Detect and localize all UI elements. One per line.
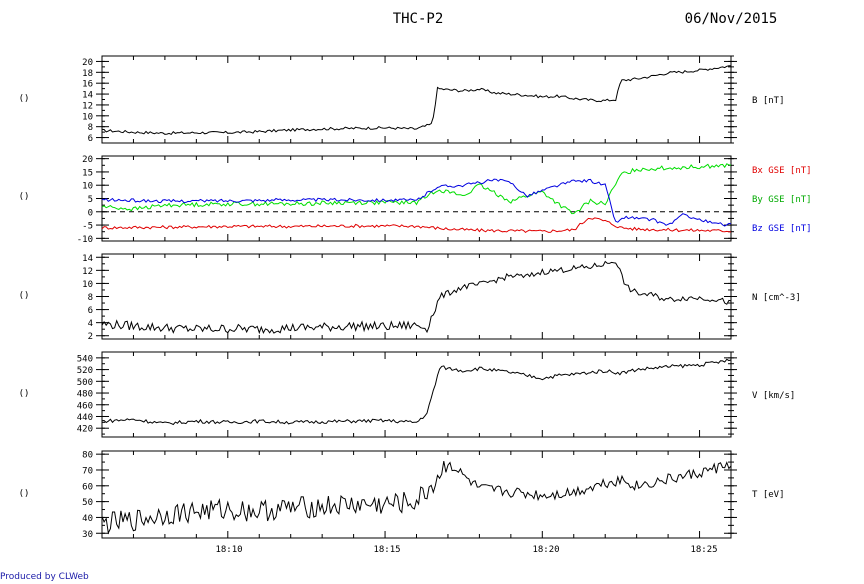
y-tick-label: 520 bbox=[77, 366, 93, 376]
y-tick-label: 480 bbox=[77, 390, 93, 400]
x-tick-label: 18:10 bbox=[215, 545, 242, 555]
panel-v: () V [km/s] bbox=[19, 389, 796, 401]
y-tick-label: 70 bbox=[82, 466, 93, 476]
y-tick-label: 4 bbox=[88, 319, 93, 329]
chart-marks: 68101214161820-10-5051015202468101214420… bbox=[77, 55, 737, 540]
series-line-n-0 bbox=[101, 260, 732, 335]
y-tick-label: 0 bbox=[88, 208, 93, 218]
y-tick-label: 2 bbox=[88, 332, 93, 342]
panel-bgse: () Bx GSE [nT] By GSE [nT] Bz GSE [nT] bbox=[19, 166, 812, 234]
y-tick-label: 8 bbox=[88, 123, 93, 133]
series-line-v-0 bbox=[101, 358, 732, 426]
panel-b: () B [nT] bbox=[19, 94, 785, 106]
y-tick-label: 6 bbox=[88, 134, 93, 144]
panel-b-frame bbox=[101, 55, 732, 144]
y-tick-label: 18 bbox=[82, 69, 93, 79]
credit-footer: Produced by CLWeb bbox=[0, 572, 89, 582]
panel-v-label: () bbox=[19, 389, 30, 399]
legend-bz: Bz GSE [nT] bbox=[752, 224, 812, 234]
y-tick-label: -10 bbox=[77, 235, 93, 245]
y-tick-label: 10 bbox=[82, 280, 93, 290]
y-tick-label: 12 bbox=[82, 101, 93, 111]
y-tick-label: 50 bbox=[82, 498, 93, 508]
y-tick-label: 15 bbox=[82, 168, 93, 178]
y-tick-label: 12 bbox=[82, 267, 93, 277]
legend-t: T [eV] bbox=[752, 490, 785, 500]
date-label: 06/Nov/2015 bbox=[685, 11, 778, 27]
y-tick-label: 30 bbox=[82, 530, 93, 540]
mission-title: THC-P2 bbox=[393, 11, 444, 27]
legend-by: By GSE [nT] bbox=[752, 195, 812, 205]
panel-n-label: () bbox=[19, 291, 30, 301]
y-tick-label: -5 bbox=[82, 222, 93, 232]
y-tick-label: 500 bbox=[77, 378, 93, 388]
series-line-bgse-1 bbox=[101, 163, 732, 215]
series-line-bgse-0 bbox=[101, 217, 732, 234]
y-tick-label: 540 bbox=[77, 354, 93, 364]
panel-n: () N [cm^-3] bbox=[19, 291, 801, 303]
y-tick-label: 60 bbox=[82, 482, 93, 492]
series-line-b-0 bbox=[101, 65, 732, 136]
x-tick-label: 18:25 bbox=[690, 545, 717, 555]
panel-t: () T [eV] bbox=[19, 489, 785, 500]
y-tick-label: 8 bbox=[88, 293, 93, 303]
y-tick-label: 14 bbox=[82, 254, 93, 264]
legend-b: B [nT] bbox=[752, 96, 785, 106]
y-tick-label: 5 bbox=[88, 195, 93, 205]
y-tick-label: 20 bbox=[82, 58, 93, 68]
series-line-bgse-2 bbox=[101, 178, 732, 227]
y-tick-label: 6 bbox=[88, 306, 93, 316]
y-tick-label: 10 bbox=[82, 112, 93, 122]
legend-bx: Bx GSE [nT] bbox=[752, 166, 812, 176]
panel-v-frame bbox=[101, 351, 732, 438]
y-tick-label: 10 bbox=[82, 182, 93, 192]
series-line-t-0 bbox=[101, 461, 732, 535]
panel-t-label: () bbox=[19, 489, 30, 499]
legend-v: V [km/s] bbox=[752, 391, 795, 401]
panel-t-frame bbox=[101, 450, 732, 539]
y-tick-label: 20 bbox=[82, 155, 93, 165]
y-tick-label: 460 bbox=[77, 401, 93, 411]
x-tick-label: 18:15 bbox=[373, 545, 400, 555]
y-tick-label: 420 bbox=[77, 425, 93, 435]
y-tick-label: 40 bbox=[82, 514, 93, 524]
x-tick-label: 18:20 bbox=[532, 545, 559, 555]
y-tick-label: 16 bbox=[82, 80, 93, 90]
legend-n: N [cm^-3] bbox=[752, 293, 801, 303]
panel-bgse-label: () bbox=[19, 192, 30, 202]
y-tick-label: 440 bbox=[77, 413, 93, 423]
x-axis-ticklabels: 18:10 18:15 18:20 18:25 bbox=[215, 545, 717, 555]
y-tick-label: 14 bbox=[82, 91, 93, 101]
panel-b-label: () bbox=[19, 94, 30, 104]
y-tick-label: 80 bbox=[82, 451, 93, 461]
